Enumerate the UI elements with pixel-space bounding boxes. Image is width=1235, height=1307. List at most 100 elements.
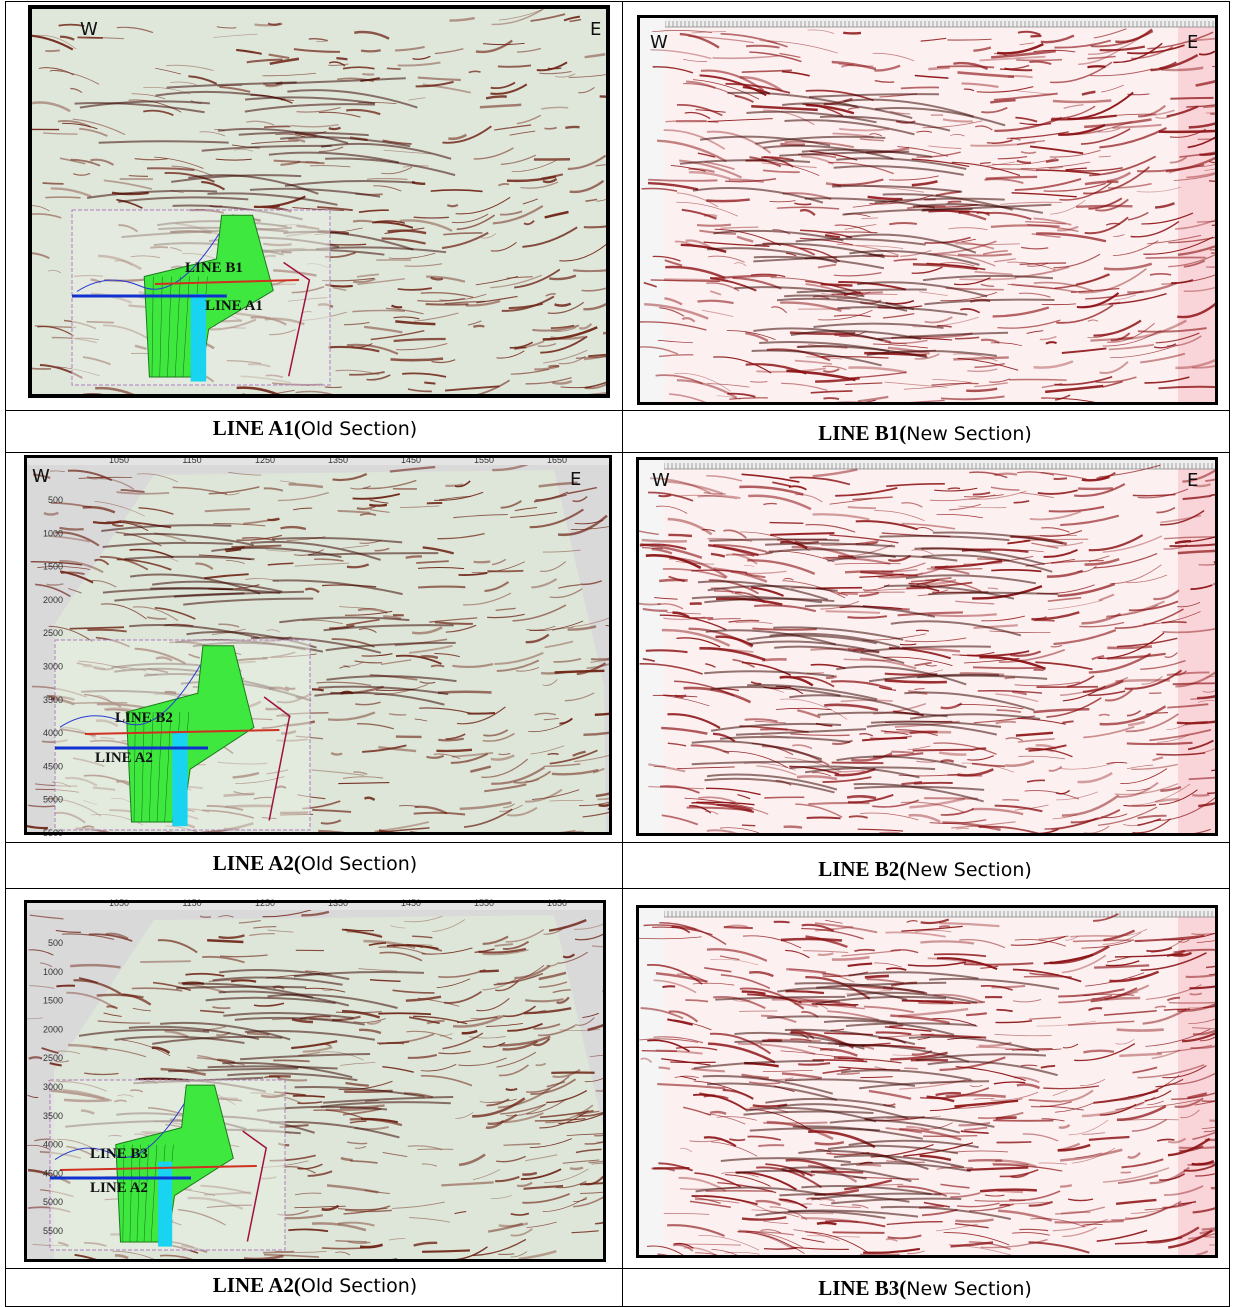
seismic-reflector xyxy=(1107,956,1133,963)
seismic-reflector xyxy=(426,754,445,759)
seismic-reflector xyxy=(292,1095,325,1098)
seismic-reflector xyxy=(990,1091,1039,1101)
seismic-reflector xyxy=(492,205,544,225)
seismic-reflector xyxy=(789,765,840,775)
seismic-reflector xyxy=(659,578,688,583)
seismic-reflector xyxy=(1117,1174,1159,1184)
strong-reflector xyxy=(101,524,232,532)
seismic-reflector xyxy=(578,322,593,330)
seismic-reflector xyxy=(366,178,408,180)
seismic-reflector xyxy=(199,131,226,137)
strong-reflector xyxy=(171,174,302,183)
seismic-reflector xyxy=(780,142,805,147)
seismic-reflector xyxy=(347,1241,371,1244)
seismic-reflector xyxy=(545,293,556,297)
seismic-reflector xyxy=(1159,1173,1186,1181)
seismic-reflector xyxy=(663,1212,710,1215)
seismic-reflector xyxy=(202,955,245,964)
seismic-reflector xyxy=(729,1138,746,1142)
seismic-reflector xyxy=(1124,1207,1167,1219)
seismic-reflector xyxy=(822,368,840,373)
seismic-reflector xyxy=(452,1014,504,1028)
strong-reflector xyxy=(268,151,400,164)
seismic-reflector xyxy=(1014,177,1082,191)
seismic-reflector xyxy=(504,1112,544,1124)
seismic-reflector xyxy=(564,692,595,702)
seismic-reflector xyxy=(750,586,784,597)
seismic-reflector xyxy=(494,943,514,947)
seismic-reflector xyxy=(1019,492,1054,499)
seismic-reflector xyxy=(131,93,166,100)
seismic-reflector xyxy=(1167,1071,1218,1085)
seismic-reflector xyxy=(445,733,466,740)
seismic-reflector xyxy=(1147,234,1202,245)
seismic-reflector xyxy=(981,615,1025,622)
seismic-reflector xyxy=(722,1088,754,1100)
seismic-reflector xyxy=(1120,1118,1179,1121)
strong-reflector xyxy=(323,624,454,632)
seismic-reflector xyxy=(864,974,889,979)
strong-reflector xyxy=(833,165,964,176)
seismic-reflector xyxy=(364,796,376,802)
seismic-reflector xyxy=(958,1121,991,1127)
seismic-reflector xyxy=(954,1099,1019,1108)
seismic-reflector xyxy=(476,997,510,1012)
seismic-reflector xyxy=(831,680,893,690)
seismic-reflector xyxy=(1093,28,1127,39)
seismic-reflector xyxy=(1097,128,1120,133)
seismic-reflector xyxy=(419,707,471,714)
seismic-reflector xyxy=(954,1222,989,1229)
seismic-reflector xyxy=(164,172,215,183)
seismic-reflector xyxy=(578,87,595,94)
seismic-reflector xyxy=(480,233,497,239)
seismic-reflector xyxy=(654,765,666,768)
strong-reflector xyxy=(755,1210,886,1220)
seismic-reflector xyxy=(1163,544,1188,550)
seismic-reflector xyxy=(547,67,562,70)
seismic-reflector xyxy=(498,1035,551,1047)
seismic-reflector xyxy=(35,583,71,598)
seismic-reflector xyxy=(979,1188,1037,1193)
seismic-reflector xyxy=(979,655,1046,670)
seismic-reflector xyxy=(697,494,741,499)
seismic-reflector xyxy=(357,278,405,286)
seismic-reflector xyxy=(112,1251,162,1262)
seismic-reflector xyxy=(829,498,872,505)
strong-reflector xyxy=(294,1085,425,1098)
seismic-reflector xyxy=(510,1212,530,1216)
strong-reflector xyxy=(795,237,926,246)
seismic-reflector xyxy=(1029,145,1084,155)
seismic-reflector xyxy=(931,382,979,386)
seismic-reflector xyxy=(490,1195,513,1199)
seismic-reflector xyxy=(588,1160,606,1164)
seismic-reflector xyxy=(1155,116,1171,119)
seismic-reflector xyxy=(495,1175,520,1183)
strong-reflector xyxy=(880,1205,1012,1220)
strong-reflector xyxy=(838,1044,970,1063)
seismic-reflector xyxy=(1019,122,1052,126)
seismic-reflector xyxy=(763,1220,789,1224)
seismic-reflector xyxy=(754,720,787,724)
seismic-reflector xyxy=(904,637,967,643)
seismic-reflector xyxy=(1175,669,1218,688)
seismic-reflector xyxy=(711,1249,744,1258)
seismic-reflector xyxy=(29,914,64,920)
seismic-reflector xyxy=(747,559,816,575)
seismic-reflector xyxy=(916,151,961,158)
seismic-reflector xyxy=(544,1168,589,1184)
seismic-reflector xyxy=(146,616,167,620)
seismic-reflector xyxy=(321,1246,375,1250)
seismic-reflector xyxy=(836,1072,860,1075)
seismic-reflector xyxy=(735,621,773,624)
seismic-reflector xyxy=(1144,376,1190,384)
seismic-reflector xyxy=(497,183,510,187)
seismic-reflector xyxy=(1085,290,1144,300)
strong-reflector xyxy=(784,294,915,311)
seismic-reflector xyxy=(959,672,1005,677)
seismic-reflector xyxy=(1194,1100,1216,1106)
seismic-reflector xyxy=(1007,539,1031,545)
seismic-reflector xyxy=(354,30,390,40)
seismic-reflector xyxy=(530,745,565,755)
seismic-reflector xyxy=(390,925,406,929)
seismic-reflector xyxy=(712,55,779,60)
